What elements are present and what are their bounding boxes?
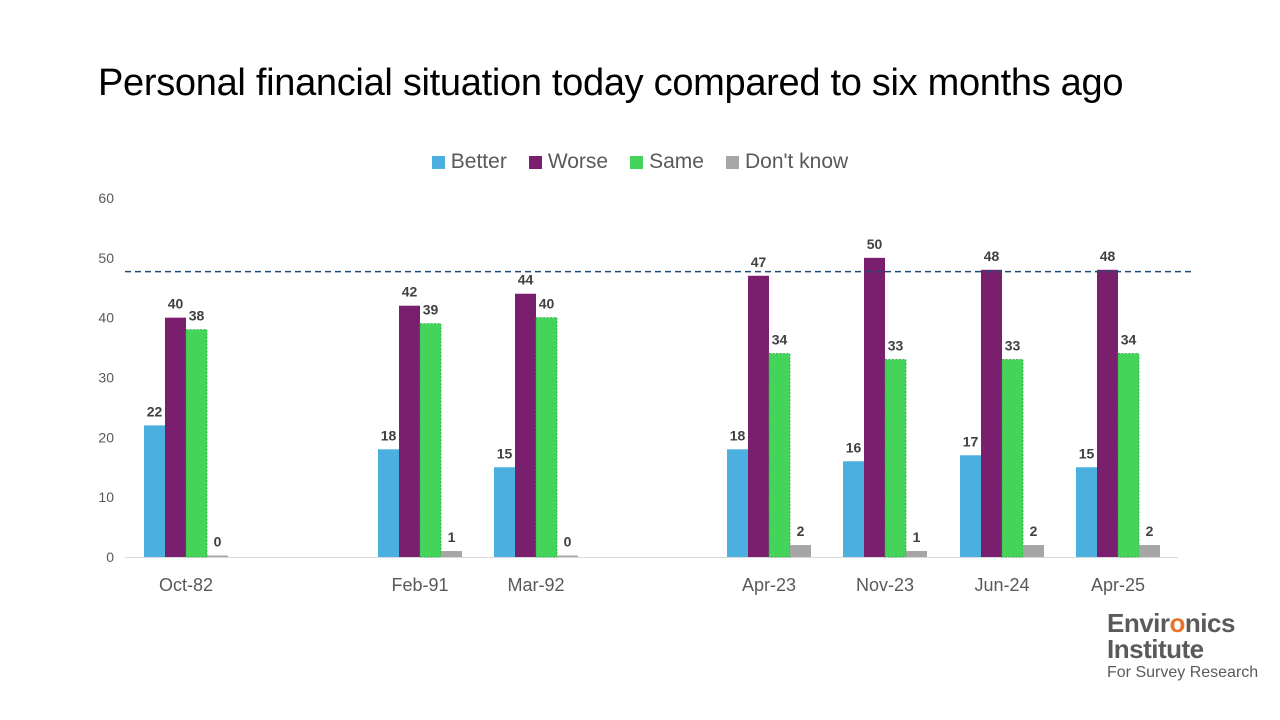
- y-tick-label: 30: [98, 370, 114, 386]
- data-label: 17: [963, 433, 979, 449]
- bar-better-nov-23: [843, 461, 864, 557]
- data-label: 15: [1079, 445, 1095, 461]
- bar-better-apr-23: [727, 449, 748, 557]
- legend-item-don-t-know: Don't know: [725, 150, 849, 174]
- bar-same-oct-82: [185, 329, 208, 558]
- y-tick-label: 0: [106, 549, 114, 565]
- data-label: 0: [214, 534, 222, 550]
- bar-don-t-know-apr-23: [790, 545, 811, 557]
- bar-don-t-know-jun-24: [1023, 545, 1044, 557]
- x-tick-label: Oct-82: [159, 575, 213, 595]
- x-tick-label: Mar-92: [507, 575, 564, 595]
- bar-don-t-know-apr-25: [1139, 545, 1160, 557]
- data-label: 34: [772, 332, 788, 348]
- bar-don-t-know-mar-92: [557, 555, 578, 557]
- legend-swatch: [431, 155, 445, 169]
- y-tick-label: 40: [98, 310, 114, 326]
- data-label: 18: [381, 427, 397, 443]
- data-label: 33: [1005, 338, 1021, 354]
- legend-item-same: Same: [630, 150, 704, 174]
- environics-logo: Environics Institute For Survey Research: [1107, 610, 1258, 681]
- x-tick-label: Jun-24: [974, 575, 1029, 595]
- data-label: 1: [448, 529, 456, 545]
- bar-same-mar-92: [535, 317, 558, 558]
- bar-same-jun-24: [1001, 359, 1024, 558]
- bar-don-t-know-feb-91: [441, 551, 462, 557]
- data-label: 33: [888, 338, 904, 354]
- bar-better-oct-82: [144, 425, 165, 557]
- logo-line-1: Environics: [1107, 608, 1235, 638]
- legend-swatch: [630, 155, 644, 169]
- logo-line-3: For Survey Research: [1107, 664, 1259, 681]
- data-label: 44: [518, 272, 534, 288]
- bar-better-apr-25: [1076, 467, 1097, 557]
- bar-worse-jun-24: [981, 269, 1002, 557]
- legend-label: Same: [649, 150, 704, 173]
- bar-worse-feb-91: [399, 305, 420, 557]
- bar-same-apr-25: [1117, 353, 1140, 558]
- bar-better-jun-24: [960, 455, 981, 557]
- data-label: 15: [497, 445, 513, 461]
- bar-same-apr-23: [768, 353, 791, 558]
- data-label: 34: [1121, 332, 1137, 348]
- logo-line-2: Institute: [1107, 634, 1204, 664]
- data-label: 16: [846, 439, 862, 455]
- bar-better-feb-91: [378, 449, 399, 557]
- x-tick-label: Feb-91: [391, 575, 448, 595]
- x-tick-label: Apr-25: [1091, 575, 1145, 595]
- chart-legend: Better Worse Same Don't know: [0, 150, 1280, 174]
- data-label: 48: [1100, 248, 1116, 264]
- x-tick-label: Apr-23: [742, 575, 796, 595]
- data-label: 40: [539, 296, 555, 312]
- data-label: 18: [730, 427, 746, 443]
- data-label: 0: [564, 534, 572, 550]
- y-tick-label: 20: [98, 429, 114, 445]
- legend-label: Don't know: [744, 150, 849, 173]
- bar-worse-oct-82: [165, 317, 186, 557]
- bar-worse-mar-92: [515, 293, 536, 557]
- bar-better-mar-92: [494, 467, 515, 557]
- legend-label: Better: [450, 150, 507, 173]
- y-tick-label: 60: [98, 190, 114, 206]
- data-label: 50: [867, 236, 883, 252]
- bar-don-t-know-oct-82: [207, 555, 228, 557]
- bar-same-feb-91: [419, 323, 442, 558]
- legend-swatch: [528, 155, 542, 169]
- legend-item-worse: Worse: [528, 150, 609, 174]
- data-label: 2: [797, 523, 805, 539]
- x-tick-label: Nov-23: [856, 575, 914, 595]
- y-tick-label: 10: [98, 489, 114, 505]
- data-label: 2: [1146, 523, 1154, 539]
- data-label: 1: [913, 529, 921, 545]
- y-tick-label: 50: [98, 250, 114, 266]
- data-label: 40: [168, 296, 184, 312]
- chart-title: Personal financial situation today compa…: [98, 62, 1124, 104]
- data-label: 48: [984, 248, 1000, 264]
- bar-worse-nov-23: [864, 257, 885, 557]
- data-label: 47: [751, 254, 767, 270]
- legend-label: Worse: [547, 150, 609, 173]
- data-label: 2: [1030, 523, 1038, 539]
- data-label: 39: [423, 302, 439, 318]
- bar-don-t-know-nov-23: [906, 551, 927, 557]
- bar-same-nov-23: [884, 359, 907, 558]
- data-label: 42: [402, 284, 418, 300]
- data-label: 22: [147, 403, 163, 419]
- bar-worse-apr-23: [748, 275, 769, 557]
- data-label: 38: [189, 308, 205, 324]
- bar-worse-apr-25: [1097, 269, 1118, 557]
- legend-item-better: Better: [431, 150, 507, 174]
- legend-swatch: [725, 155, 739, 169]
